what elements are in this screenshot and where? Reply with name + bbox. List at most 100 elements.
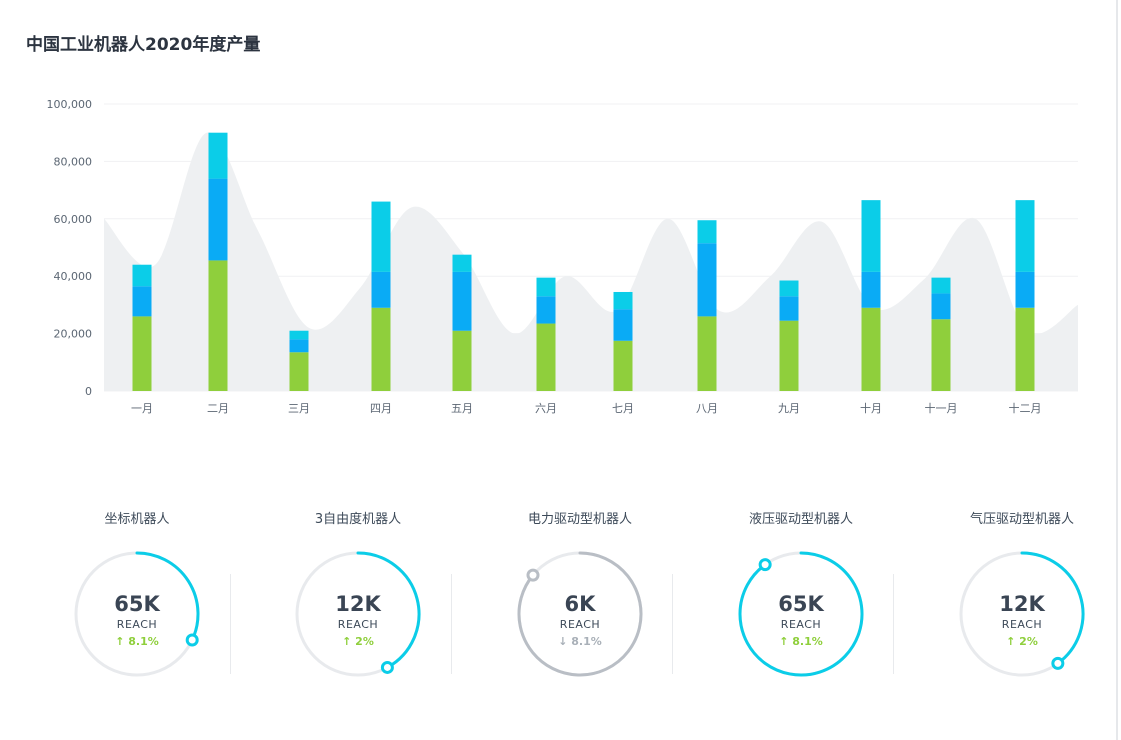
bar-segment	[861, 271, 881, 308]
divider	[672, 574, 673, 674]
bar-segment	[613, 291, 633, 310]
divider	[230, 574, 231, 674]
gauge-label: 电力驱动型机器人	[527, 512, 632, 527]
y-tick-label: 80,000	[54, 155, 93, 168]
gauge-progress-arc	[517, 551, 643, 677]
bar-segment	[289, 330, 309, 340]
gauge-reach-label: REACH	[337, 618, 379, 631]
gauge-handle	[380, 660, 394, 674]
bar-segment	[452, 254, 472, 272]
x-tick-label: 三月	[288, 402, 310, 415]
y-tick-label: 60,000	[54, 213, 93, 226]
gauge-progress-arc	[135, 551, 200, 642]
bar-segment	[779, 320, 799, 391]
bar-segment	[371, 271, 391, 308]
gauge-value: 65K	[778, 592, 824, 616]
x-tick-label: 九月	[778, 402, 800, 415]
bar-segment	[208, 260, 228, 391]
gauge-handle	[1051, 656, 1065, 670]
bar-segment	[536, 323, 556, 391]
x-tick-label: 四月	[370, 402, 392, 415]
bar-segment	[697, 220, 717, 244]
gauge-handle	[758, 558, 772, 572]
bar-segment	[697, 316, 717, 391]
gauge-value: 6K	[564, 592, 596, 616]
bar-segment	[452, 330, 472, 391]
y-tick-label: 20,000	[54, 328, 93, 341]
gauge-reach-label: REACH	[780, 618, 822, 631]
gauge-ring	[295, 551, 421, 677]
gauge-3: 电力驱动型机器人 6K REACH ↓ 8.1%	[480, 500, 680, 700]
x-tick-label: 五月	[451, 402, 473, 415]
bar-segment	[536, 296, 556, 324]
bar-segment	[613, 340, 633, 391]
gauge-delta: ↑ 8.1%	[115, 635, 159, 648]
x-tick-label: 六月	[535, 402, 557, 415]
gauge-ring	[959, 551, 1085, 677]
bar-segment	[931, 277, 951, 294]
bar-segment	[931, 319, 951, 391]
bar-segment	[289, 352, 309, 391]
gauge-delta: ↓ 8.1%	[558, 635, 602, 648]
gauge-progress-arc	[356, 551, 421, 669]
x-tick-label: 十二月	[1009, 401, 1042, 415]
gauge-delta: ↑ 2%	[1006, 635, 1038, 648]
bar-segment	[371, 201, 391, 272]
y-tick-label: 0	[85, 385, 92, 398]
bar-segment	[697, 243, 717, 317]
y-axis-ticks: 100,000 80,000 60,000 40,000 20,000 0	[47, 98, 93, 398]
bar-segment	[452, 271, 472, 331]
gauge-4: 液压驱动型机器人 65K REACH ↑ 8.1%	[701, 500, 901, 700]
gauge-reach-label: REACH	[116, 618, 158, 631]
gauge-label: 液压驱动型机器人	[748, 512, 853, 527]
divider	[451, 574, 452, 674]
x-tick-label: 十月	[860, 401, 882, 415]
gauge-reach-label: REACH	[1001, 618, 1043, 631]
bar-segment	[289, 339, 309, 353]
gauge-value: 65K	[114, 592, 160, 616]
x-tick-label: 一月	[131, 402, 153, 415]
bar-segment	[861, 307, 881, 391]
x-axis-ticks: 一月 二月 三月 四月 五月 六月 七月 八月 九月 十月 十一月 十二月	[131, 401, 1042, 415]
gauge-ring	[738, 551, 864, 677]
bars	[132, 132, 1035, 391]
bar-segment	[779, 296, 799, 321]
gauge-ring	[74, 551, 200, 677]
bar-segment	[779, 280, 799, 297]
gauge-delta: ↑ 2%	[342, 635, 374, 648]
bar-segment	[371, 307, 391, 391]
gauge-handle	[526, 568, 540, 582]
gauge-5: 气压驱动型机器人 12K REACH ↑ 2%	[922, 500, 1121, 700]
production-chart: 100,000 80,000 60,000 40,000 20,000 0 一月 二月 三月 四…	[47, 98, 1078, 415]
gauge-ring	[517, 551, 643, 677]
gauge-label: 坐标机器人	[104, 512, 170, 527]
y-tick-label: 40,000	[54, 270, 93, 283]
right-edge-rule	[1116, 0, 1118, 740]
background-area	[104, 132, 1078, 392]
gauge-value: 12K	[999, 592, 1045, 616]
x-tick-label: 八月	[696, 402, 718, 415]
bar-segment	[536, 277, 556, 297]
kpi-gauges: 坐标机器人 65K REACH ↑ 8.1% 3自由度机器人 12K REACH…	[0, 500, 1116, 700]
gauge-label: 3自由度机器人	[314, 512, 402, 527]
gauge-label: 气压驱动型机器人	[969, 512, 1074, 527]
gauge-progress-arc	[738, 551, 864, 677]
bar-segment	[132, 264, 152, 287]
x-tick-label: 七月	[612, 402, 634, 415]
bar-segment	[1015, 200, 1035, 272]
page-title: 中国工业机器人2020年度产量	[26, 35, 261, 55]
bar-segment	[208, 132, 228, 179]
gauge-progress-arc	[1020, 551, 1085, 665]
bar-segment	[208, 178, 228, 261]
gauge-handle	[185, 633, 199, 647]
bar-segment	[132, 286, 152, 317]
bar-segment	[132, 316, 152, 391]
bar-segment	[861, 200, 881, 272]
x-tick-label: 二月	[207, 402, 229, 415]
y-tick-label: 100,000	[47, 98, 93, 111]
bar-segment	[1015, 307, 1035, 391]
divider	[893, 574, 894, 674]
gauge-reach-label: REACH	[559, 618, 601, 631]
gauge-value: 12K	[335, 592, 381, 616]
bar-segment	[931, 293, 951, 320]
